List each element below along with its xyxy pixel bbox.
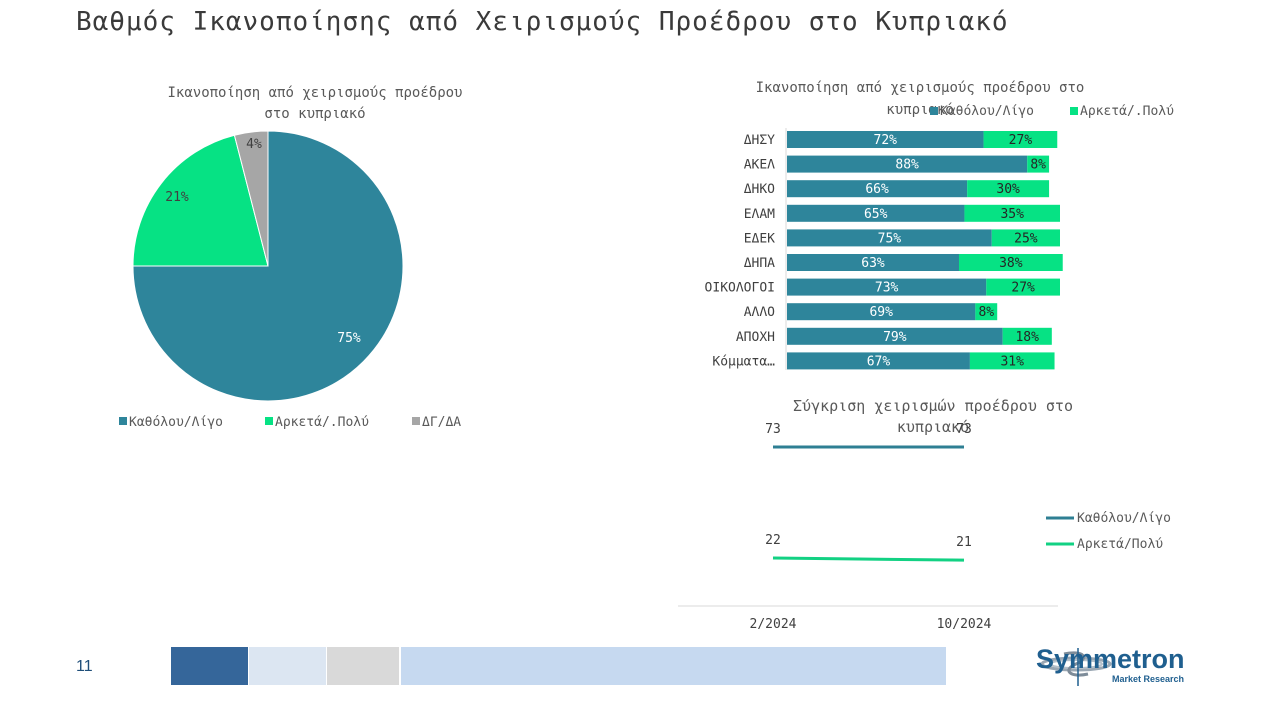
line-data-label: 21: [956, 535, 972, 550]
line-chart: Σύγκριση χειρισμών προέδρου στο κυπριακό…: [678, 397, 1171, 632]
bar-segment-green: [1027, 155, 1050, 173]
bar-segment-green: [958, 254, 1063, 271]
pie-slice-label-1: 75%: [337, 331, 361, 346]
bar-legend: Καθόλου/Λίγο Αρκετά/.Πολύ: [930, 104, 1174, 119]
line-legend-label-2: Αρκετά/Πολύ: [1077, 537, 1163, 552]
bar-value-label: 63%: [861, 256, 885, 271]
bar-value-label: 79%: [883, 330, 907, 345]
bar-value-label: 38%: [999, 256, 1023, 271]
pie-legend-swatch-1: [119, 417, 127, 425]
bar-value-label: 66%: [865, 182, 889, 197]
line-x-tick-label: 2/2024: [750, 617, 797, 632]
bar-category-label: ΑΠΟΧΗ: [736, 330, 775, 345]
line-legend: Καθόλου/Λίγο Αρκετά/Πολύ: [1046, 511, 1171, 552]
pie-title-line-2: στο κυπριακό: [264, 106, 365, 122]
bar-value-label: 8%: [1030, 158, 1046, 173]
bar-legend-swatch-2: [1070, 107, 1078, 115]
bar-segment-green: [975, 303, 998, 321]
bar-segment-green: [967, 180, 1050, 198]
bar-legend-swatch-1: [930, 107, 938, 115]
bar-segment-teal: [787, 327, 1003, 345]
bar-value-label: 67%: [867, 354, 891, 369]
bar-value-label: 69%: [869, 305, 893, 320]
page-number: 11: [76, 658, 93, 675]
line-data-label: 73: [765, 422, 781, 437]
bar-legend-label-2: Αρκετά/.Πολύ: [1080, 104, 1174, 119]
bar-value-label: 75%: [878, 231, 902, 246]
bar-value-label: 30%: [996, 182, 1020, 197]
pie-legend-label-2: Αρκετά/.Πολύ: [275, 415, 369, 430]
bar-segment-teal: [787, 278, 987, 296]
footer-bar-light-1: [249, 647, 326, 685]
bar-chart: Ικανοποίηση από χειρισμούς προέδρου στο …: [705, 80, 1174, 370]
bar-category-label: ΕΔΕΚ: [744, 231, 775, 246]
line-data-label: 73: [956, 422, 972, 437]
pie-slice-3: [233, 130, 269, 267]
footer-bar-dark: [171, 647, 248, 685]
bar-value-label: 27%: [1011, 281, 1035, 296]
slide-title: Βαθμός Ικανοποίησης από Χειρισμούς Προέδ…: [76, 7, 1009, 37]
pie-title-line-1: Ικανοποίηση από χειρισμούς προέδρου: [167, 85, 462, 101]
bar-segment-teal: [787, 352, 970, 370]
line-series-2: [772, 556, 965, 562]
bar-segment-green: [983, 131, 1058, 148]
pie-legend: Καθόλου/Λίγο Αρκετά/.Πολύ ΔΓ/ΔΑ: [119, 415, 461, 430]
pie-legend-swatch-2: [265, 417, 273, 425]
line-data-label: 22: [765, 533, 781, 548]
bar-value-label: 31%: [1000, 354, 1024, 369]
bar-segment-teal: [787, 204, 965, 222]
bar-segment-teal: [787, 254, 959, 271]
pie-chart: Ικανοποίηση από χειρισμούς προέδρου στο …: [119, 85, 463, 430]
pie-slice-2: [132, 134, 269, 267]
footer-bar-light-3: [401, 647, 946, 685]
bar-segment-green: [969, 352, 1055, 370]
bar-segment-teal: [787, 131, 984, 148]
bar-value-label: 25%: [1014, 231, 1038, 246]
pie-slice-label-3: 4%: [246, 137, 262, 152]
pie-legend-label-3: ΔΓ/ΔΑ: [422, 415, 461, 430]
bar-category-label: ΔΗΠΑ: [744, 256, 775, 271]
bar-category-label: ΔΗΣΥ: [744, 133, 775, 148]
bar-segment-teal: [787, 303, 976, 321]
pie-legend-label-1: Καθόλου/Λίγο: [129, 415, 223, 430]
bar-segment-green: [986, 278, 1060, 296]
bar-value-label: 65%: [864, 207, 888, 222]
symmetron-logo-icon: [1040, 648, 1112, 686]
footer-bar-light-2: [327, 647, 399, 685]
line-title-line-1: Σύγκριση χειρισμών προέδρου στο: [793, 397, 1073, 415]
bar-value-label: 73%: [875, 281, 899, 296]
pie-legend-swatch-3: [412, 417, 420, 425]
bar-category-label: Κόμματα…: [712, 354, 775, 369]
bar-segment-teal: [787, 155, 1028, 173]
bar-value-label: 18%: [1015, 330, 1039, 345]
line-title-line-2: κυπριακό: [897, 418, 969, 436]
bar-legend-label-1: Καθόλου/Λίγο: [940, 104, 1034, 119]
bar-category-label: ΑΚΕΛ: [744, 158, 775, 173]
pie-slice-label-2: 21%: [165, 190, 189, 205]
bar-segment-teal: [787, 180, 968, 198]
line-legend-label-1: Καθόλου/Λίγο: [1077, 511, 1171, 526]
bar-value-label: 27%: [1009, 133, 1033, 148]
bar-segment-teal: [787, 229, 992, 247]
bar-category-label: ΟΙΚΟΛΟΓΟΙ: [705, 281, 775, 296]
bar-value-label: 88%: [895, 158, 919, 173]
bar-segment-green: [964, 204, 1060, 222]
logo-tagline: Market Research: [1112, 674, 1185, 684]
bar-category-label: ΕΛΑΜ: [744, 207, 775, 222]
bar-category-label: ΑΛΛΟ: [744, 305, 775, 320]
bar-category-label: ΔΗΚΟ: [744, 182, 775, 197]
bar-title-line-1: Ικανοποίηση από χειρισμούς προέδρου στο: [756, 80, 1085, 96]
bar-value-label: 8%: [978, 305, 994, 320]
bar-value-label: 72%: [874, 133, 898, 148]
bar-value-label: 35%: [1000, 207, 1024, 222]
logo-wordmark: Symmetron: [1036, 644, 1185, 674]
bar-segment-green: [991, 229, 1060, 247]
line-x-tick-label: 10/2024: [937, 617, 992, 632]
bar-segment-green: [1002, 327, 1052, 345]
